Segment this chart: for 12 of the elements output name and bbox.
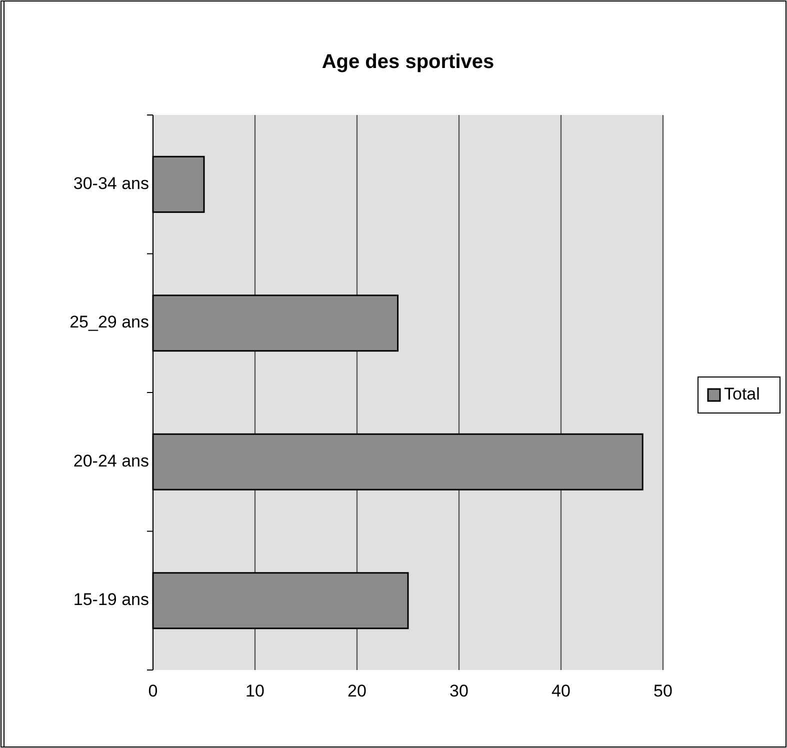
y-tick-label: 15-19 ans [73,590,149,610]
x-tick-label: 0 [148,681,158,700]
y-tick-label: 25_29 ans [70,312,149,332]
legend-label: Total [724,384,760,404]
x-tick-label: 40 [552,681,570,700]
y-tick-label: 30-34 ans [73,174,149,193]
y-tick-label: 20-24 ans [73,451,149,470]
x-tick-label: 10 [246,681,264,700]
x-tick-label: 20 [348,681,366,700]
x-tick-label: 50 [654,681,672,700]
x-tick-label: 30 [450,681,468,700]
chart-title: Age des sportives [322,51,494,73]
